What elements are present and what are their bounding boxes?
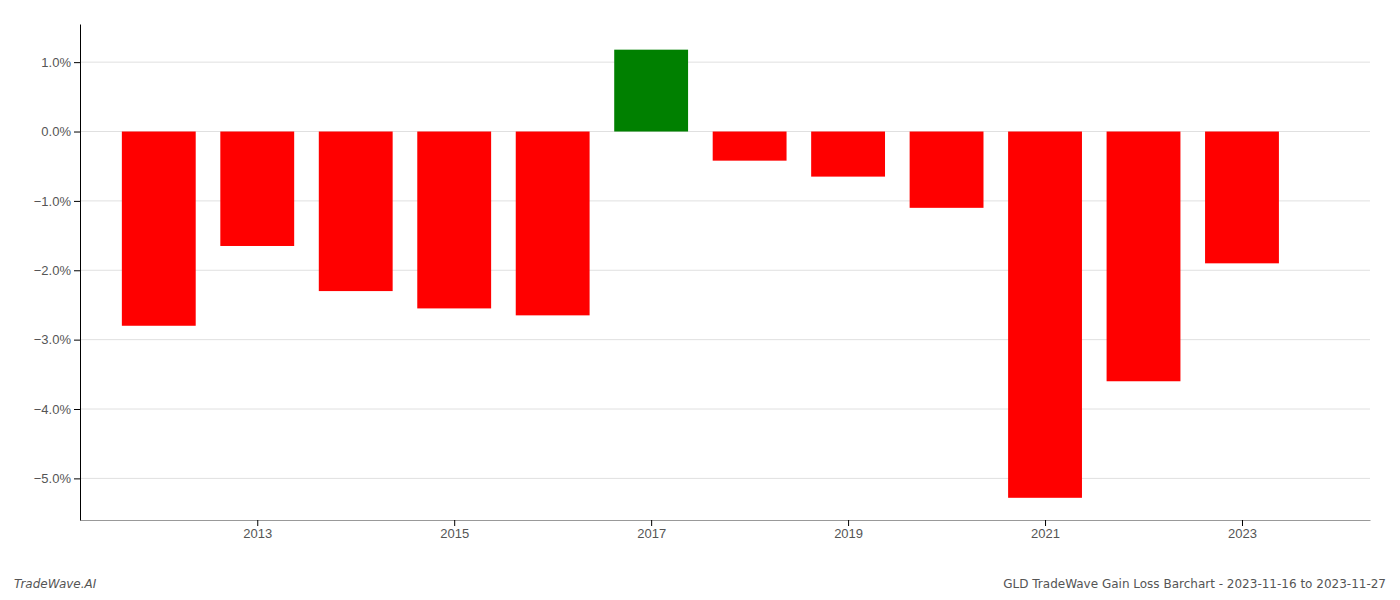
bar bbox=[1008, 132, 1082, 498]
grid-line bbox=[80, 62, 1370, 63]
x-tick-label: 2023 bbox=[1228, 526, 1257, 541]
y-tick-label: −2.0% bbox=[34, 263, 72, 278]
x-tick-label: 2019 bbox=[834, 526, 863, 541]
x-tick-label: 2017 bbox=[637, 526, 666, 541]
y-tick-mark bbox=[74, 62, 80, 63]
x-tick-label: 2013 bbox=[243, 526, 272, 541]
x-tick-mark bbox=[257, 520, 258, 526]
y-tick: 0.0% bbox=[41, 124, 80, 139]
footer-text: TradeWave.AI bbox=[14, 577, 97, 591]
y-tick-label: 1.0% bbox=[41, 55, 71, 70]
y-tick-label: −5.0% bbox=[34, 471, 72, 486]
y-tick-label: −4.0% bbox=[34, 402, 72, 417]
x-axis: 2013 2015 2017 2019 2021 2023 bbox=[81, 520, 1371, 541]
x-tick-label: 2015 bbox=[440, 526, 469, 541]
y-tick-mark bbox=[74, 201, 80, 202]
grid bbox=[80, 62, 1370, 478]
bar bbox=[417, 132, 491, 309]
y-axis-line bbox=[80, 25, 81, 521]
y-tick: −4.0% bbox=[34, 402, 80, 417]
bar bbox=[910, 132, 984, 208]
grid-line bbox=[80, 409, 1370, 410]
x-tick-mark bbox=[1045, 520, 1046, 526]
y-tick: −5.0% bbox=[34, 471, 80, 486]
x-axis-line bbox=[81, 520, 1371, 521]
y-tick-mark bbox=[74, 409, 80, 410]
y-tick: 1.0% bbox=[41, 55, 80, 70]
y-tick-mark bbox=[74, 132, 80, 133]
x-tick-mark bbox=[848, 520, 849, 526]
y-tick-label: −3.0% bbox=[34, 332, 72, 347]
y-tick-label: 0.0% bbox=[41, 124, 71, 139]
y-tick-mark bbox=[74, 478, 80, 479]
y-tick: −2.0% bbox=[34, 263, 80, 278]
bar bbox=[811, 132, 885, 177]
x-tick-label: 2021 bbox=[1031, 526, 1060, 541]
grid-line bbox=[80, 478, 1370, 479]
x-tick: 2013 bbox=[243, 520, 272, 541]
y-tick: −1.0% bbox=[34, 194, 80, 209]
bar bbox=[713, 132, 787, 161]
x-tick-mark bbox=[454, 520, 455, 526]
bar bbox=[122, 132, 196, 326]
footer-text: GLD TradeWave Gain Loss Barchart - 2023-… bbox=[1003, 577, 1386, 591]
bars bbox=[122, 50, 1279, 498]
x-tick: 2015 bbox=[440, 520, 469, 541]
bar bbox=[1107, 132, 1181, 382]
x-tick: 2023 bbox=[1228, 520, 1257, 541]
x-tick: 2017 bbox=[637, 520, 666, 541]
y-tick: −3.0% bbox=[34, 332, 80, 347]
x-tick-mark bbox=[651, 520, 652, 526]
bar bbox=[614, 50, 688, 132]
y-tick-mark bbox=[74, 270, 80, 271]
plot: 2013 2015 2017 2019 2021 2023 1.0% 0.0% −1.0% −2.… bbox=[34, 25, 1371, 542]
bar bbox=[516, 132, 590, 316]
y-axis: 1.0% 0.0% −1.0% −2.0% −3.0% −4.0% −5.0% bbox=[34, 25, 81, 521]
y-tick-label: −1.0% bbox=[34, 194, 72, 209]
y-tick-mark bbox=[74, 340, 80, 341]
bar bbox=[220, 132, 294, 246]
chart: 2013 2015 2017 2019 2021 2023 1.0% 0.0% −1.0% −2.… bbox=[0, 0, 1400, 600]
x-tick: 2021 bbox=[1031, 520, 1060, 541]
x-tick-mark bbox=[1242, 520, 1243, 526]
bar bbox=[319, 132, 393, 292]
bar bbox=[1205, 132, 1279, 264]
x-tick: 2019 bbox=[834, 520, 863, 541]
